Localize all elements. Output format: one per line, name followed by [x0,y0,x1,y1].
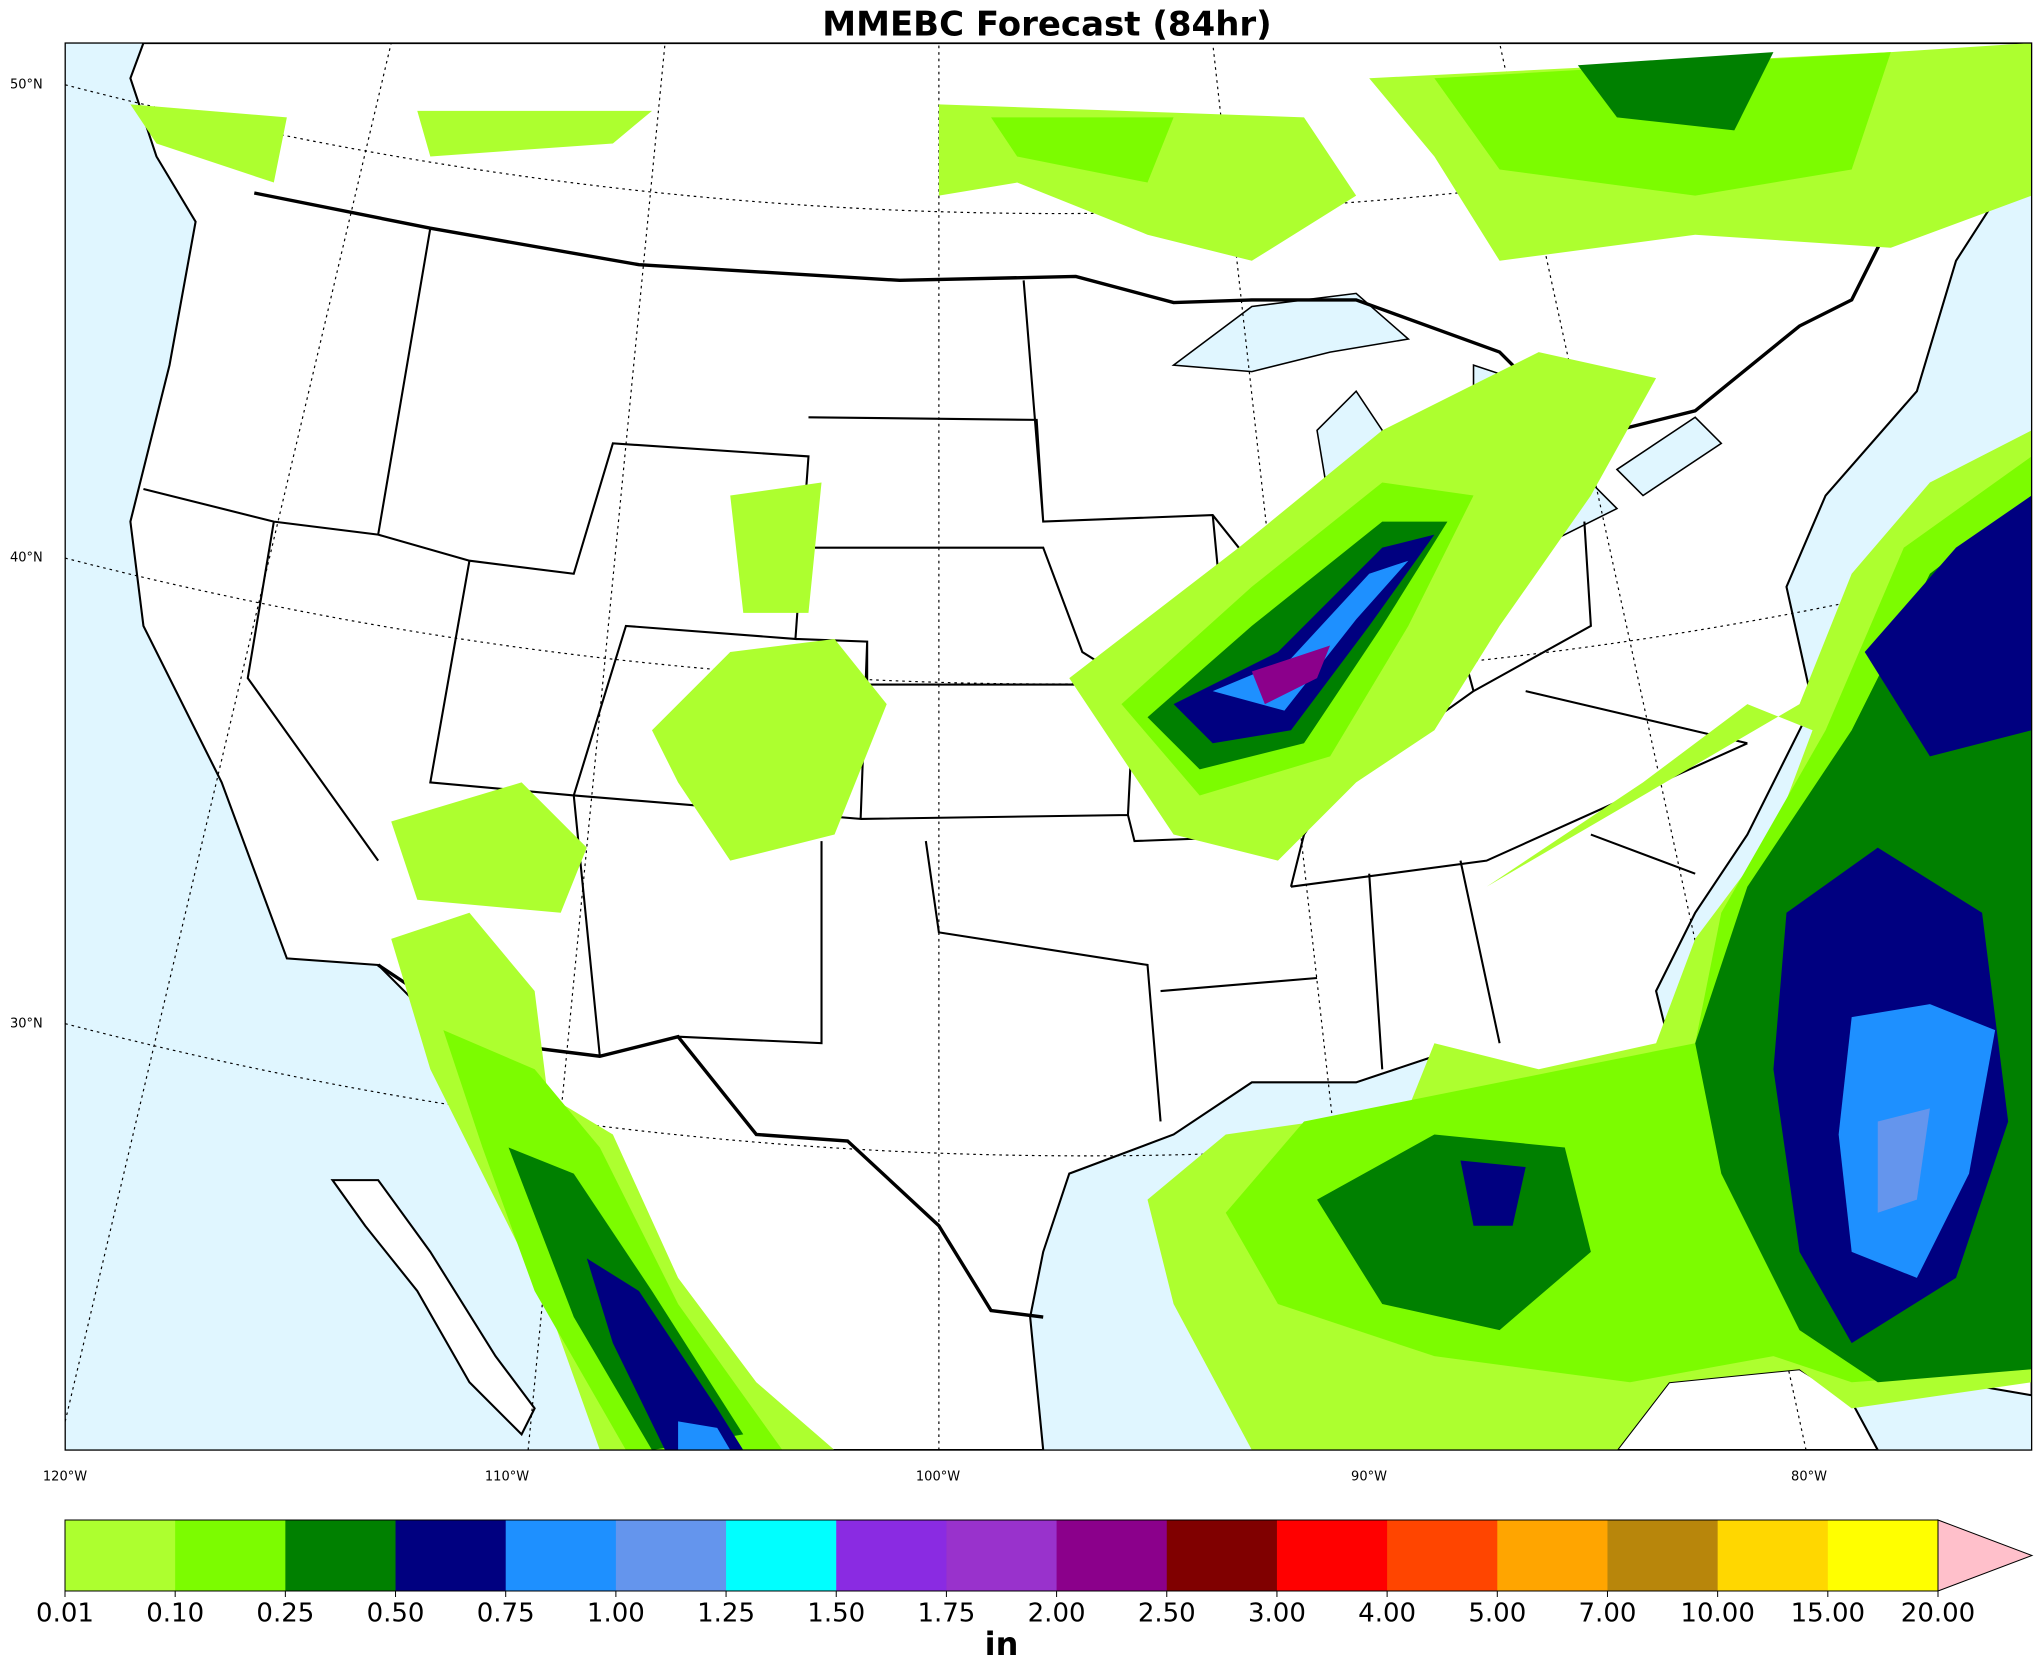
colorbar-tick-label: 0.50 [367,1599,425,1629]
colorbar-tick-label: 1.25 [697,1599,755,1629]
us-canada-border [253,191,1906,433]
colorbar-swatch [946,1520,1058,1591]
graticule [65,43,2032,1451]
colorbar-swatch [1827,1520,1939,1591]
colorbar-swatch [1497,1520,1608,1591]
colorbar-swatch [1166,1520,1278,1591]
colorbar-tick-label: 20.00 [1901,1599,1975,1629]
map-frame [64,42,2033,1451]
colorbar-swatch [1387,1520,1498,1591]
colorbar-tick-label: 2.50 [1138,1599,1196,1629]
colorbar: 0.01 0.10 0.25 0.50 0.75 1.00 1.25 1.50 1.75 2.00… [36,1519,2034,1663]
latitude-label: 50°N [10,78,43,93]
colorbar-tick-label: 15.00 [1791,1599,1865,1629]
latitude-label: 40°N [10,551,43,566]
colorbar-tick-label: 4.00 [1358,1599,1416,1629]
longitude-label: 110°W [485,1470,529,1485]
colorbar-tick-label: 0.75 [477,1599,535,1629]
colorbar-swatch [836,1520,947,1591]
colorbar-tick-label: 0.10 [146,1599,204,1629]
colorbar-swatch [395,1520,507,1591]
colorbar-tick-label: 1.75 [917,1599,975,1629]
colorbar-swatch [505,1520,617,1591]
colorbar-swatch [175,1520,286,1591]
colorbar-tick-label: 5.00 [1468,1599,1526,1629]
colorbar-tick-label: 1.50 [807,1599,865,1629]
colorbar-tick-label: 0.01 [36,1599,94,1629]
colorbar-swatch [65,1520,176,1591]
longitude-label: 90°W [1351,1470,1387,1485]
colorbar-unit: in [985,1625,1019,1663]
colorbar-swatch [726,1520,837,1591]
colorbar-tick-label: 2.00 [1028,1599,1086,1629]
latitude-label: 30°N [10,1017,43,1032]
colorbar-swatch [1607,1520,1719,1591]
colorbar-tick-label: 3.00 [1248,1599,1306,1629]
colorbar-tick-label: 10.00 [1680,1599,1754,1629]
colorbar-tick-label: 7.00 [1579,1599,1637,1629]
baja [330,1179,536,1437]
colorbar-swatch [615,1520,727,1591]
longitude-label: 120°W [43,1470,87,1485]
colorbar-swatch [1276,1520,1388,1591]
colorbar-swatch [1056,1520,1168,1591]
longitude-label: 80°W [1791,1470,1827,1485]
map-title: MMEBC Forecast (84hr) [822,5,1271,45]
colorbar-swatch [285,1520,397,1591]
colorbar-frame [64,1519,1939,1592]
longitude-label: 100°W [916,1470,960,1485]
precipitation [130,43,2032,1451]
colorbar-tick-label: 0.25 [256,1599,314,1629]
colorbar-tick-label: 1.00 [587,1599,645,1629]
colorbar-swatch [1717,1520,1829,1591]
map [64,42,2033,1451]
colorbar-extension [1937,1519,2034,1592]
axis-labels: 50°N 40°N 30°N 120°W 110°W 100°W 90°W 80°W [10,78,1827,1485]
